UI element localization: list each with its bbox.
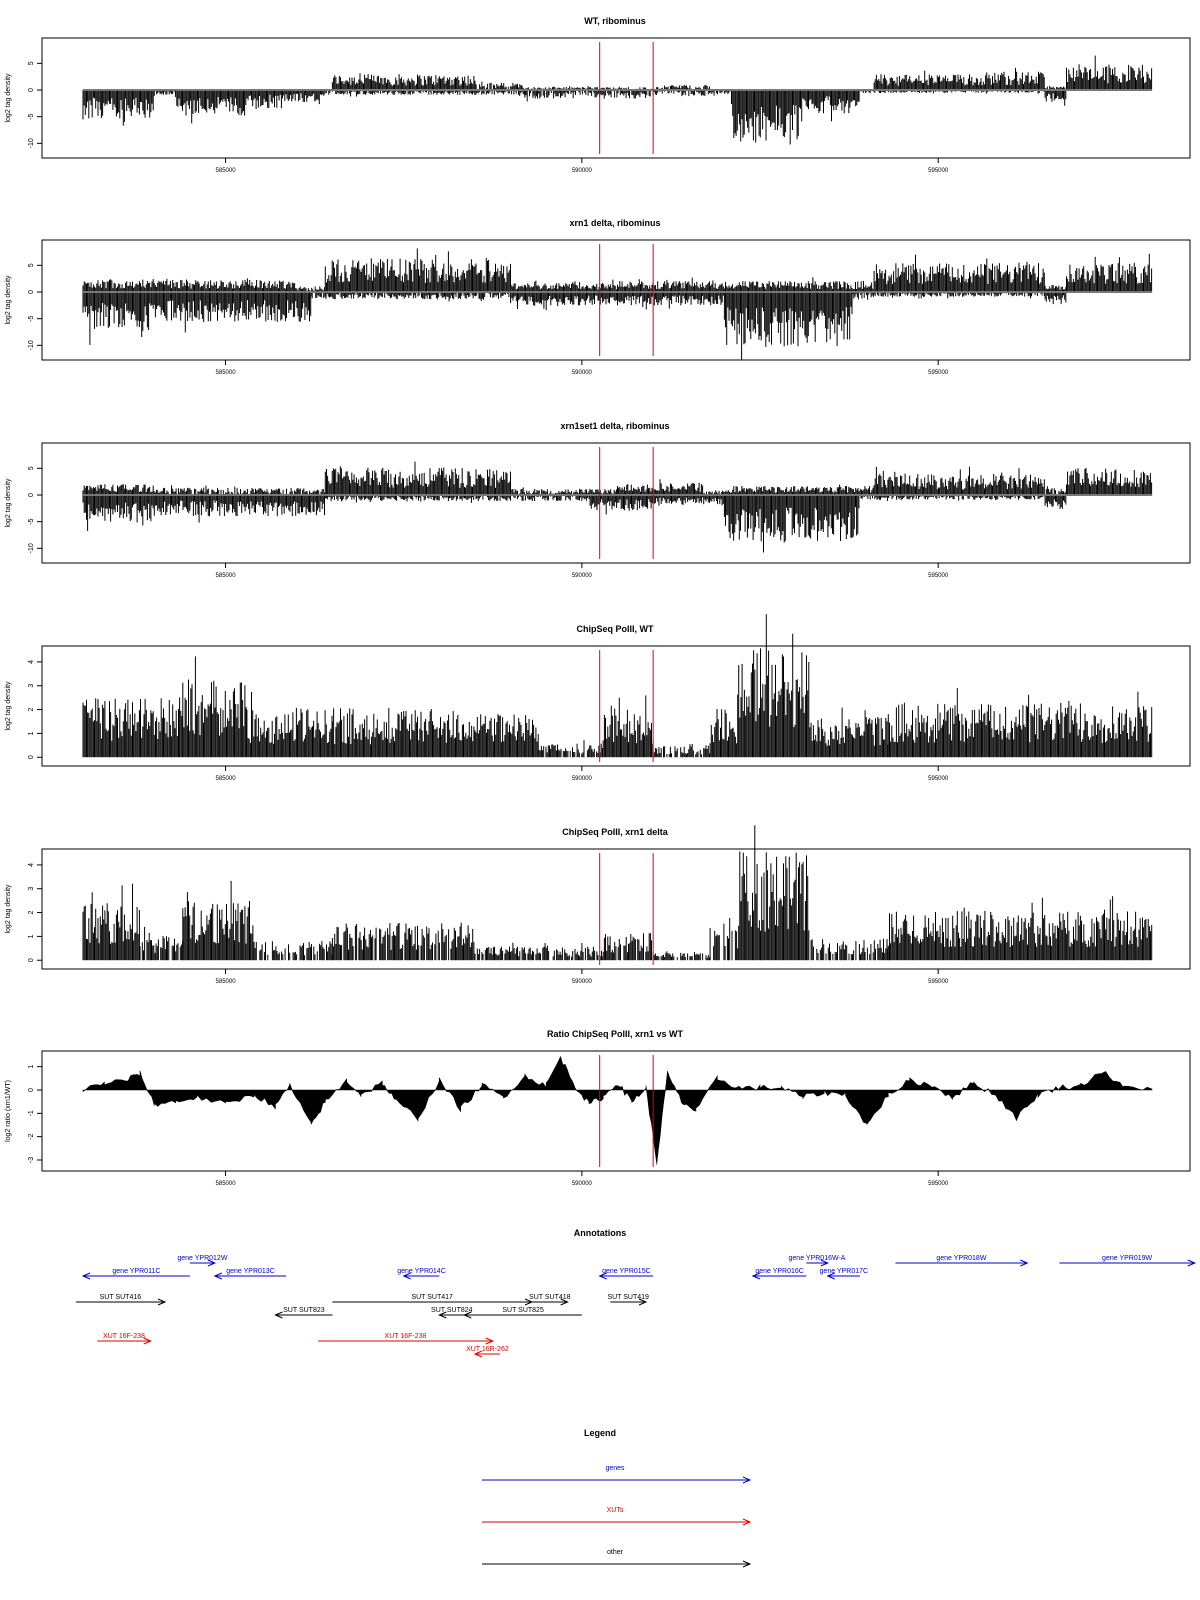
chart-title: WT, ribominus: [584, 16, 646, 26]
x-tick-label: 595000: [928, 370, 949, 376]
chart-title: ChipSeq PolII, WT: [577, 624, 654, 634]
x-tick-label: 585000: [216, 573, 237, 579]
x-tick-label: 590000: [572, 573, 593, 579]
data-series: [82, 248, 1153, 361]
data-series: [82, 614, 1153, 758]
x-tick-label: 590000: [572, 370, 593, 376]
chart-title: xrn1set1 delta, ribominus: [560, 421, 669, 431]
y-axis-label: log2 tag density: [5, 73, 12, 123]
y-tick-label: -5: [28, 113, 35, 119]
data-series: [82, 461, 1153, 553]
y-tick-label: -10: [28, 340, 35, 350]
plot-frame: [41, 442, 1191, 564]
y-tick-label: 5: [28, 61, 35, 65]
x-tick-label: 585000: [216, 168, 237, 174]
x-tick-label: 595000: [928, 573, 949, 579]
y-tick-label: -10: [28, 543, 35, 553]
y-tick-label: 5: [28, 466, 35, 470]
y-tick-label: -10: [28, 138, 35, 148]
y-tick-label: -5: [28, 518, 35, 524]
y-tick-label: 0: [28, 493, 35, 497]
x-tick-label: 590000: [572, 168, 593, 174]
x-tick-label: 595000: [928, 168, 949, 174]
x-tick-label: 585000: [216, 370, 237, 376]
y-axis-label: log2 tag density: [5, 275, 12, 325]
chart-panel-3: xrn1set1 delta, ribominus log2 tag densit…: [5, 421, 1191, 579]
chart-panel-1: WT, ribominus log2 tag density 5 0 -5 -10 5850…: [5, 16, 1191, 174]
y-tick-label: 5: [28, 263, 35, 267]
y-axis-label: log2 tag density: [5, 681, 12, 731]
y-tick-label: -5: [28, 315, 35, 321]
chart-panel-2: xrn1 delta, ribominus log2 tag density 5 0 -…: [5, 218, 1191, 376]
chart-title: xrn1 delta, ribominus: [569, 218, 660, 228]
y-axis-label: log2 tag density: [5, 478, 12, 528]
y-tick-label: 0: [28, 88, 35, 92]
y-tick-label: 0: [28, 290, 35, 294]
data-series: [82, 55, 1153, 145]
